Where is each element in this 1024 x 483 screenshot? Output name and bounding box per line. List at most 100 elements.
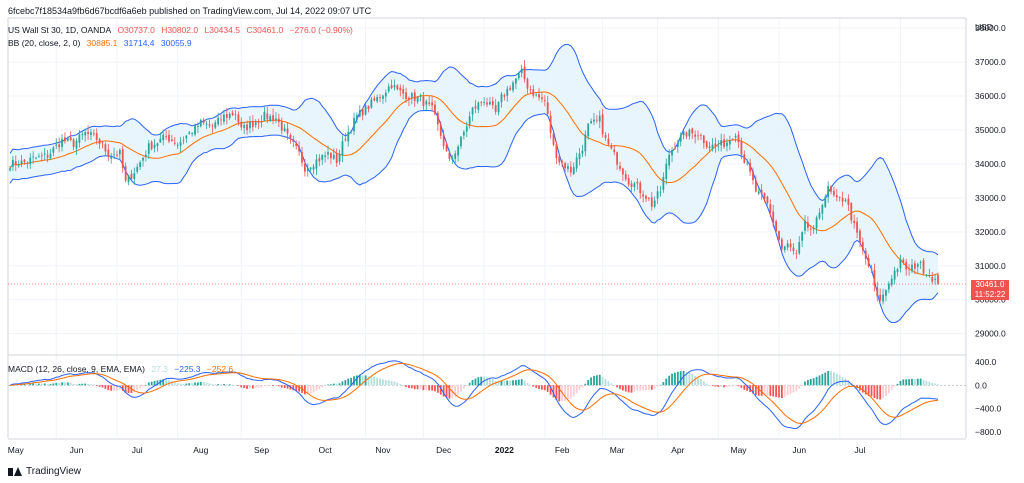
candle-body (590, 121, 592, 124)
macd-histogram-bar (887, 385, 890, 393)
candle-body (283, 128, 286, 132)
macd-histogram-bar (390, 381, 393, 386)
candle-body (937, 274, 939, 285)
macd-signal-line (9, 363, 939, 424)
candle-body (153, 144, 156, 148)
macd-histogram-bar (327, 384, 329, 386)
candle-body (587, 123, 590, 137)
bb-legend[interactable]: BB (20, close, 2, 0) 30885.1 31714.4 300… (8, 38, 196, 48)
macd-histogram-bar (9, 385, 11, 386)
candle-body (223, 114, 225, 122)
ohlc-low: L30434.5 (204, 25, 240, 35)
candle-body (72, 139, 75, 147)
candle-body (84, 132, 87, 136)
macd-histogram-bar (627, 385, 630, 393)
macd-histogram-bar (35, 383, 37, 386)
macd-histogram-bar (225, 384, 228, 386)
macd-histogram-bar (636, 385, 639, 391)
bb-label[interactable]: BB (20, close, 2, 0) (8, 38, 81, 48)
macd-histogram-bar (688, 372, 691, 386)
candle-body (220, 119, 222, 121)
candle-body (422, 96, 425, 107)
macd-histogram-bar (937, 384, 939, 386)
bb-upper-value: 31714.4 (123, 38, 155, 48)
candle-body (702, 135, 705, 144)
macd-histogram-bar (740, 385, 743, 388)
macd-histogram-bar (633, 385, 636, 392)
macd-histogram-bar (402, 385, 405, 386)
macd-histogram-bar (110, 385, 113, 391)
candle-body (477, 102, 480, 110)
macd-histogram-bar (419, 385, 422, 390)
candle-body (367, 106, 370, 109)
macd-histogram-bar (549, 385, 552, 395)
macd-histogram-bar (249, 385, 251, 389)
macd-histogram-bar (833, 372, 835, 386)
macd-histogram-bar (171, 381, 173, 386)
macd-histogram-bar (595, 375, 598, 386)
time-tick-label: Jul (855, 445, 866, 455)
macd-histogram-bar (197, 382, 199, 386)
macd-histogram-bar (254, 385, 257, 389)
candle-body (668, 154, 671, 166)
macd-label[interactable]: MACD (12, 26, close, 9, EMA, EMA) (8, 364, 145, 374)
candle-body (306, 167, 309, 172)
macd-histogram-bar (127, 385, 130, 393)
macd-histogram-bar (439, 385, 442, 395)
macd-histogram-bar (538, 385, 540, 389)
candle-body (541, 97, 543, 99)
macd-histogram-bar (434, 385, 436, 392)
candle-body (922, 260, 925, 274)
macd-histogram-bar (801, 385, 804, 386)
candle-body (43, 153, 46, 155)
candle-body (142, 157, 144, 161)
macd-histogram-bar (934, 383, 937, 386)
candle-body (905, 261, 908, 270)
macd-histogram-bar (835, 373, 838, 386)
macd-histogram-bar (639, 385, 642, 391)
symbol-legend[interactable]: US Wall St 30, 1D, OANDA O30737.0 H30802… (8, 25, 357, 35)
candle-body (552, 133, 555, 145)
candle-body (66, 138, 69, 141)
macd-histogram-bar (332, 383, 335, 386)
macd-histogram-bar (104, 385, 107, 389)
candle-body (110, 155, 113, 159)
macd-histogram-bar (757, 385, 760, 396)
price-tick-label: 33000.0 (975, 193, 1006, 203)
candle-body (87, 131, 89, 134)
candle-body (506, 88, 509, 96)
macd-histogram-bar (818, 375, 821, 386)
macd-histogram-bar (827, 370, 830, 386)
macd-legend[interactable]: MACD (12, 26, close, 9, EMA, EMA) 27.3 −… (8, 364, 237, 374)
macd-histogram-bar (668, 375, 671, 386)
macd-histogram-bar (575, 385, 578, 394)
candle-body (795, 252, 798, 254)
candle-body (902, 259, 905, 263)
bb-basis-line (9, 91, 939, 277)
macd-histogram-bar (116, 385, 118, 391)
candle-body (150, 141, 153, 150)
macd-histogram-bar (384, 380, 387, 386)
candle-body (543, 100, 546, 102)
candle-body (121, 149, 124, 168)
macd-histogram-bar (474, 378, 477, 386)
time-tick-label: Jul (132, 445, 143, 455)
tradingview-logo[interactable]: TradingView (8, 466, 81, 477)
macd-histogram-bar (376, 377, 379, 386)
macd-histogram-bar (361, 375, 364, 386)
symbol-name[interactable]: US Wall St 30, 1D, OANDA (8, 25, 112, 35)
candle-body (159, 138, 162, 143)
macd-tick-label: 0.0 (975, 380, 987, 390)
macd-histogram-bar (809, 379, 812, 386)
candle-body (780, 239, 783, 249)
candle-body (769, 204, 772, 213)
macd-histogram-bar (379, 378, 381, 386)
candle-body (899, 258, 902, 269)
candle-body (191, 133, 194, 135)
candle-body (277, 118, 280, 122)
candle-body (723, 139, 725, 147)
candle-body (491, 100, 494, 106)
tradingview-brand: TradingView (26, 466, 82, 477)
tradingview-mark-icon (8, 467, 22, 476)
